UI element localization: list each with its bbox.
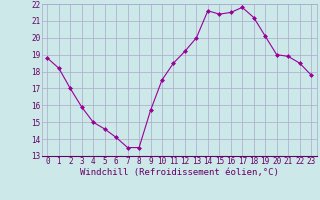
X-axis label: Windchill (Refroidissement éolien,°C): Windchill (Refroidissement éolien,°C) [80,168,279,177]
